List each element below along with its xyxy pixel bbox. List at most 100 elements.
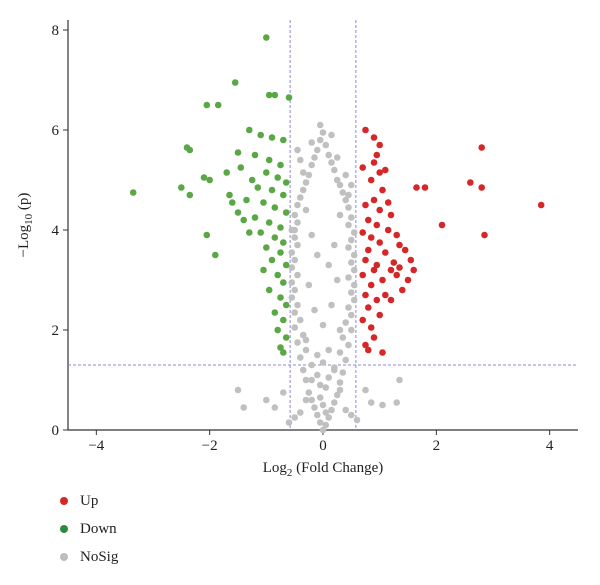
data-point-nosig [353, 416, 361, 424]
data-point-nosig [325, 151, 333, 159]
data-point-up [396, 241, 403, 249]
data-point-up [362, 256, 369, 264]
data-point-down [178, 184, 185, 191]
data-point-nosig [345, 204, 352, 211]
legend-marker-up [60, 497, 68, 505]
data-point-down [129, 189, 137, 196]
data-point-down [274, 271, 282, 279]
legend-item-down: Down [60, 515, 118, 543]
data-point-down [277, 344, 284, 351]
series-down [129, 34, 293, 356]
data-point-up [367, 234, 375, 241]
data-point-nosig [314, 351, 321, 359]
data-point-nosig [322, 421, 330, 429]
data-point-down [280, 279, 287, 286]
data-point-down [263, 169, 270, 176]
data-point-down [240, 216, 247, 224]
legend-label-up: Up [80, 492, 99, 509]
data-point-nosig [291, 226, 299, 234]
data-point-up [359, 316, 367, 324]
data-point-nosig [316, 394, 324, 401]
data-point-nosig [348, 411, 355, 419]
data-point-up [478, 144, 486, 151]
data-point-nosig [299, 186, 307, 194]
data-point-nosig [314, 411, 321, 419]
data-point-down [280, 316, 287, 324]
data-point-nosig [333, 176, 341, 184]
data-point-down [271, 309, 279, 316]
data-point-down [251, 214, 259, 221]
data-point-nosig [294, 339, 301, 346]
data-point-down [229, 199, 236, 206]
threshold-lines [68, 20, 578, 430]
data-point-nosig [328, 159, 335, 166]
data-point-up [359, 271, 367, 279]
data-point-nosig [271, 404, 279, 411]
data-point-down [274, 326, 282, 334]
data-point-up [376, 141, 384, 149]
data-point-up [370, 159, 378, 166]
data-point-down [254, 184, 262, 191]
data-point-nosig [308, 139, 316, 146]
data-point-down [282, 261, 290, 269]
legend-item-up: Up [60, 487, 118, 515]
data-point-nosig [302, 336, 310, 344]
x-tick-label: 0 [319, 438, 327, 454]
data-point-down [277, 224, 284, 231]
data-point-down [282, 209, 290, 216]
data-point-up [410, 266, 418, 274]
data-point-up [373, 296, 381, 304]
data-point-up [382, 249, 389, 256]
data-point-up [393, 231, 401, 239]
data-point-up [367, 324, 375, 331]
volcano-plot: −4 −2 0 2 4 0 2 4 6 8 Log2 (Fold Change) −Log10 (… [16, 20, 578, 479]
data-point-nosig [342, 171, 350, 179]
data-point-nosig [396, 376, 403, 384]
data-point-nosig [314, 146, 321, 154]
data-point-nosig [305, 171, 313, 179]
data-point-down [186, 146, 194, 154]
data-point-nosig [331, 166, 338, 174]
data-point-nosig [302, 179, 310, 186]
data-point-nosig [297, 354, 304, 361]
data-point-up [359, 164, 367, 171]
data-point-nosig [308, 376, 316, 384]
data-point-nosig [308, 361, 316, 369]
data-point-nosig [350, 266, 358, 274]
data-point-up [365, 304, 372, 311]
data-point-nosig [302, 206, 310, 214]
legend-marker-nosig [60, 553, 68, 561]
data-point-up [376, 206, 384, 214]
data-point-down [265, 91, 273, 99]
data-point-nosig [291, 286, 299, 294]
data-point-nosig [339, 334, 347, 341]
data-point-up [384, 199, 392, 206]
data-point-nosig [294, 219, 301, 226]
data-point-nosig [288, 279, 296, 286]
data-point-nosig [285, 419, 293, 426]
data-point-up [401, 246, 409, 254]
data-point-nosig [328, 406, 335, 414]
data-point-up [382, 291, 389, 299]
data-point-nosig [308, 396, 316, 404]
data-point-up [367, 176, 375, 184]
data-point-nosig [314, 371, 321, 379]
series-up [359, 126, 545, 356]
data-point-up [379, 349, 386, 356]
x-tick-label: 2 [433, 438, 441, 454]
data-point-nosig [348, 259, 355, 266]
data-point-nosig [299, 169, 307, 176]
data-point-down [223, 169, 230, 176]
data-point-nosig [291, 324, 299, 331]
data-point-nosig [302, 376, 310, 384]
data-point-up [376, 169, 384, 176]
data-point-nosig [333, 154, 341, 161]
data-point-up [396, 264, 403, 271]
data-point-up [359, 229, 367, 236]
data-point-nosig [393, 399, 401, 406]
data-point-up [379, 276, 386, 284]
data-point-up [370, 266, 378, 274]
data-point-nosig [350, 296, 358, 304]
data-point-up [373, 221, 381, 229]
data-point-nosig [336, 379, 344, 386]
